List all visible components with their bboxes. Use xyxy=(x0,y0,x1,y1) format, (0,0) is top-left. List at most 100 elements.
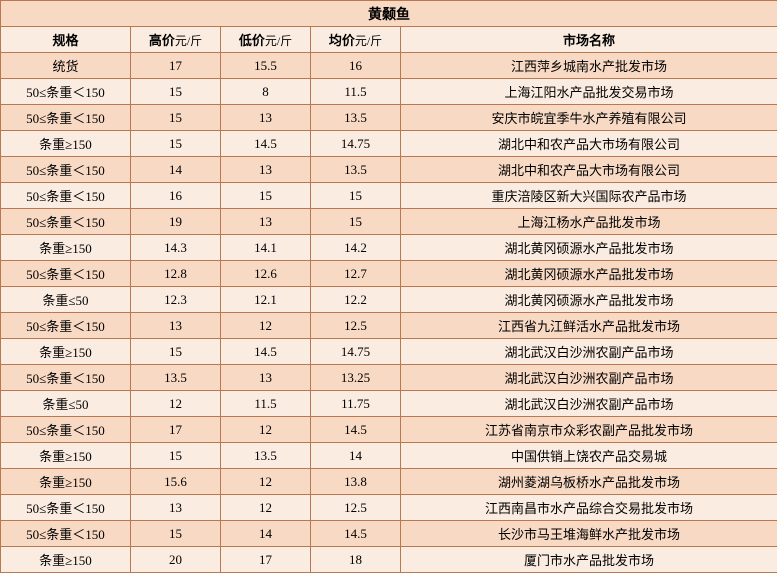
table-row: 50≤条重＜15012.812.612.7湖北黄冈硕源水产品批发市场 xyxy=(1,261,777,287)
cell-low: 12 xyxy=(221,495,311,521)
cell-low: 12 xyxy=(221,417,311,443)
cell-high: 12.8 xyxy=(131,261,221,287)
cell-high: 15 xyxy=(131,443,221,469)
cell-high: 15 xyxy=(131,339,221,365)
cell-avg: 14.5 xyxy=(311,521,401,547)
cell-high: 15 xyxy=(131,79,221,105)
cell-low: 11.5 xyxy=(221,391,311,417)
cell-market: 湖北黄冈硕源水产品批发市场 xyxy=(401,261,777,287)
cell-avg: 15 xyxy=(311,183,401,209)
col-low-header: 低价元/斤 xyxy=(221,27,311,53)
cell-high: 19 xyxy=(131,209,221,235)
cell-spec: 统货 xyxy=(1,53,131,79)
cell-low: 14.1 xyxy=(221,235,311,261)
cell-avg: 14 xyxy=(311,443,401,469)
cell-low: 12.1 xyxy=(221,287,311,313)
cell-spec: 条重≤50 xyxy=(1,391,131,417)
cell-market: 湖北中和农产品大市场有限公司 xyxy=(401,157,777,183)
cell-high: 12.3 xyxy=(131,287,221,313)
cell-high: 13 xyxy=(131,313,221,339)
table-row: 50≤条重＜15015811.5上海江阳水产品批发交易市场 xyxy=(1,79,777,105)
col-high-header: 高价元/斤 xyxy=(131,27,221,53)
cell-avg: 14.75 xyxy=(311,339,401,365)
cell-market: 上海江杨水产品批发市场 xyxy=(401,209,777,235)
cell-high: 13.5 xyxy=(131,365,221,391)
cell-avg: 14.5 xyxy=(311,417,401,443)
cell-market: 江西南昌市水产品综合交易批发市场 xyxy=(401,495,777,521)
table-row: 50≤条重＜15013.51313.25湖北武汉白沙洲农副产品市场 xyxy=(1,365,777,391)
cell-spec: 50≤条重＜150 xyxy=(1,157,131,183)
cell-market: 湖北武汉白沙洲农副产品市场 xyxy=(401,391,777,417)
cell-low: 8 xyxy=(221,79,311,105)
cell-market: 安庆市皖宜季牛水产养殖有限公司 xyxy=(401,105,777,131)
cell-low: 12.6 xyxy=(221,261,311,287)
cell-spec: 50≤条重＜150 xyxy=(1,313,131,339)
cell-avg: 15 xyxy=(311,209,401,235)
cell-low: 17 xyxy=(221,547,311,573)
cell-avg: 11.5 xyxy=(311,79,401,105)
cell-market: 重庆涪陵区新大兴国际农产品市场 xyxy=(401,183,777,209)
table-row: 50≤条重＜150131212.5江西省九江鲜活水产品批发市场 xyxy=(1,313,777,339)
cell-avg: 13.8 xyxy=(311,469,401,495)
cell-high: 13 xyxy=(131,495,221,521)
cell-spec: 50≤条重＜150 xyxy=(1,495,131,521)
table-row: 50≤条重＜150151414.5长沙市马王堆海鲜水产批发市场 xyxy=(1,521,777,547)
col-market-header: 市场名称 xyxy=(401,27,777,53)
table-row: 条重≥15015.61213.8湖州菱湖乌板桥水产品批发市场 xyxy=(1,469,777,495)
cell-high: 17 xyxy=(131,53,221,79)
cell-low: 13 xyxy=(221,157,311,183)
cell-low: 12 xyxy=(221,469,311,495)
cell-spec: 50≤条重＜150 xyxy=(1,79,131,105)
unit: 元/斤 xyxy=(265,34,292,48)
cell-avg: 12.5 xyxy=(311,495,401,521)
cell-high: 14.3 xyxy=(131,235,221,261)
cell-avg: 13.5 xyxy=(311,105,401,131)
cell-spec: 50≤条重＜150 xyxy=(1,417,131,443)
cell-low: 15 xyxy=(221,183,311,209)
cell-low: 13 xyxy=(221,365,311,391)
table-row: 统货1715.516江西萍乡城南水产批发市场 xyxy=(1,53,777,79)
avg-label: 均价 xyxy=(329,33,355,48)
cell-high: 15 xyxy=(131,521,221,547)
cell-market: 湖北中和农产品大市场有限公司 xyxy=(401,131,777,157)
cell-spec: 条重≥150 xyxy=(1,339,131,365)
cell-high: 12 xyxy=(131,391,221,417)
cell-low: 13 xyxy=(221,105,311,131)
cell-spec: 条重≥150 xyxy=(1,131,131,157)
cell-spec: 条重≤50 xyxy=(1,287,131,313)
cell-avg: 18 xyxy=(311,547,401,573)
cell-low: 13.5 xyxy=(221,443,311,469)
col-avg-header: 均价元/斤 xyxy=(311,27,401,53)
table-row: 条重≤501211.511.75湖北武汉白沙洲农副产品市场 xyxy=(1,391,777,417)
cell-market: 湖北武汉白沙洲农副产品市场 xyxy=(401,339,777,365)
table-row: 条重≥1501513.514中国供销上饶农产品交易城 xyxy=(1,443,777,469)
table-row: 条重≥1501514.514.75湖北中和农产品大市场有限公司 xyxy=(1,131,777,157)
table-row: 50≤条重＜150171214.5江苏省南京市众彩农副产品批发市场 xyxy=(1,417,777,443)
cell-market: 江苏省南京市众彩农副产品批发市场 xyxy=(401,417,777,443)
cell-market: 湖北黄冈硕源水产品批发市场 xyxy=(401,235,777,261)
cell-low: 14.5 xyxy=(221,339,311,365)
cell-market: 中国供销上饶农产品交易城 xyxy=(401,443,777,469)
cell-spec: 50≤条重＜150 xyxy=(1,521,131,547)
table-row: 50≤条重＜150131212.5江西南昌市水产品综合交易批发市场 xyxy=(1,495,777,521)
cell-low: 13 xyxy=(221,209,311,235)
cell-market: 湖北武汉白沙洲农副产品市场 xyxy=(401,365,777,391)
table-row: 条重≥150201718厦门市水产品批发市场 xyxy=(1,547,777,573)
table-title: 黄颡鱼 xyxy=(1,1,777,27)
table-row: 条重≤5012.312.112.2湖北黄冈硕源水产品批发市场 xyxy=(1,287,777,313)
cell-spec: 50≤条重＜150 xyxy=(1,183,131,209)
unit: 元/斤 xyxy=(175,34,202,48)
table-row: 50≤条重＜150161515重庆涪陵区新大兴国际农产品市场 xyxy=(1,183,777,209)
cell-market: 江西省九江鲜活水产品批发市场 xyxy=(401,313,777,339)
cell-high: 15.6 xyxy=(131,469,221,495)
cell-avg: 12.7 xyxy=(311,261,401,287)
price-table: 黄颡鱼规格高价元/斤低价元/斤均价元/斤市场名称统货1715.516江西萍乡城南… xyxy=(0,0,777,573)
table-row: 50≤条重＜150191315上海江杨水产品批发市场 xyxy=(1,209,777,235)
high-label: 高价 xyxy=(149,33,175,48)
cell-spec: 条重≥150 xyxy=(1,443,131,469)
cell-high: 16 xyxy=(131,183,221,209)
cell-avg: 14.2 xyxy=(311,235,401,261)
table-row: 50≤条重＜150151313.5安庆市皖宜季牛水产养殖有限公司 xyxy=(1,105,777,131)
cell-avg: 12.5 xyxy=(311,313,401,339)
cell-market: 上海江阳水产品批发交易市场 xyxy=(401,79,777,105)
